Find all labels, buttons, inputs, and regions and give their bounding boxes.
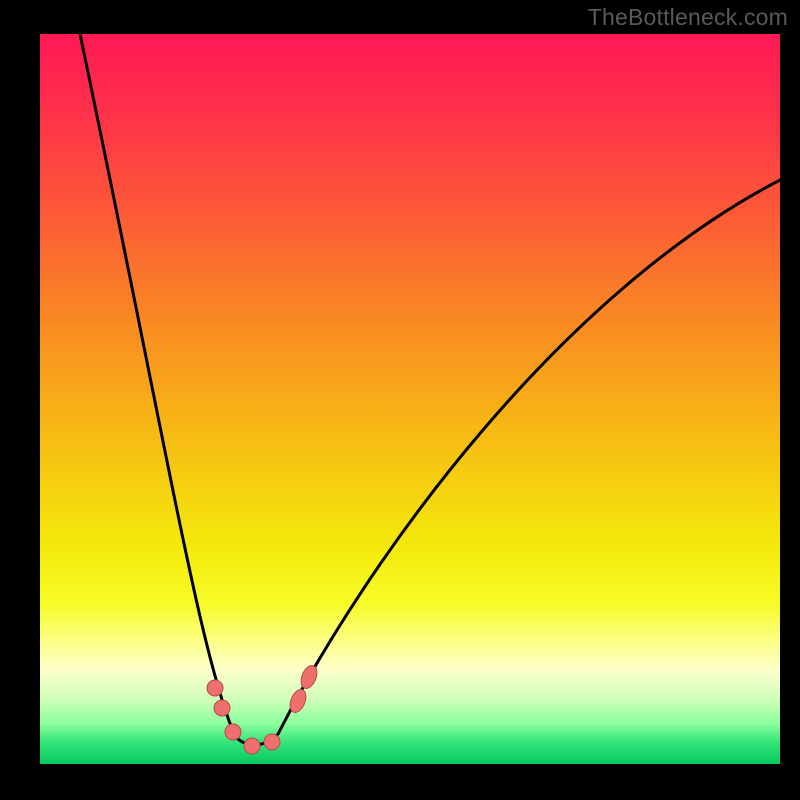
markers-group [207,663,320,754]
curve-marker [207,680,223,696]
curve-layer [40,34,780,764]
plot-area [40,34,780,764]
curve-marker [298,663,320,690]
curve-marker [214,700,230,716]
curve-marker [264,734,280,750]
curve-marker [225,724,241,740]
chart-canvas: TheBottleneck.com [0,0,800,800]
curve-marker [244,738,260,754]
v-curve [80,34,780,745]
watermark-text: TheBottleneck.com [588,4,788,31]
